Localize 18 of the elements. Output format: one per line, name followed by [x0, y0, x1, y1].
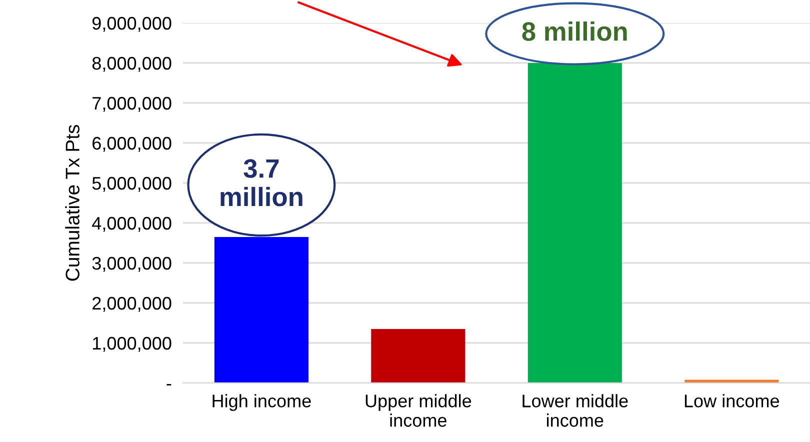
y-tick-label: 4,000,000 — [92, 216, 172, 232]
x-tick-label: Low income — [684, 394, 780, 408]
y-tick-label: - — [166, 384, 172, 386]
y-tick-label: 5,000,000 — [92, 176, 172, 192]
y-tick-label: 1,000,000 — [93, 336, 172, 352]
y-tick-label: 9,000,000 — [92, 16, 172, 32]
y-tick-label: 8,000,000 — [92, 56, 172, 72]
annotation: 8 million — [522, 21, 627, 41]
y-tick-label: 3,000,000 — [92, 256, 172, 272]
x-tick-label: High income — [212, 394, 311, 411]
y-tick-label: 6,000,000 — [92, 136, 172, 152]
x-tick-label: Lower middle income — [522, 394, 628, 427]
annotation: 3.7 million — [220, 159, 302, 206]
bar — [371, 328, 466, 383]
x-tick-label: Upper middle income — [366, 394, 472, 427]
y-tick-label: 2,000,000 — [92, 296, 172, 312]
y-tick-label: 7,000,000 — [92, 96, 172, 112]
y-axis-title: Cumulative Tx Pts — [65, 124, 80, 281]
